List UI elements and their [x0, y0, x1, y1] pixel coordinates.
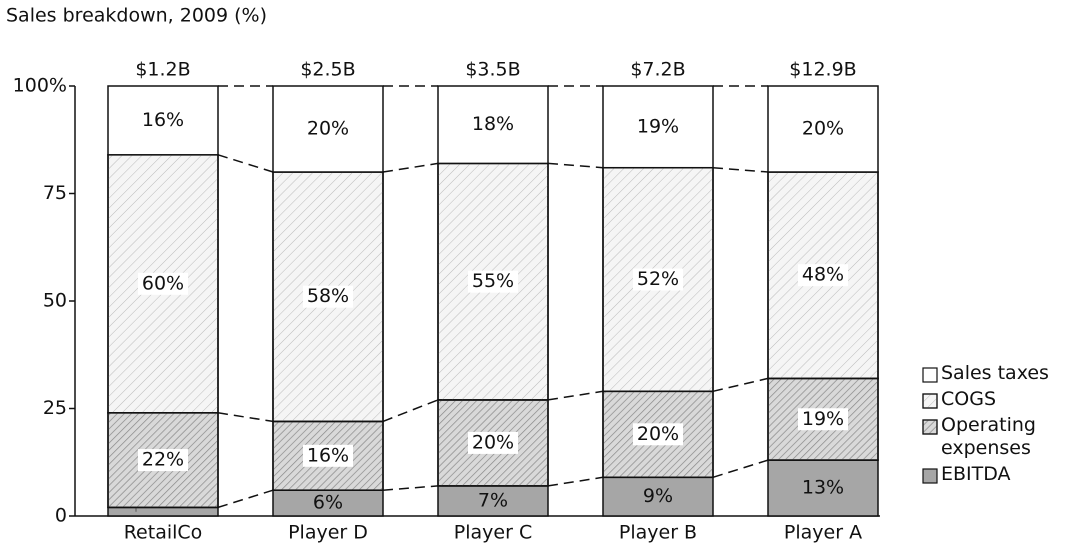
x-tick-label: Player D: [288, 522, 368, 544]
total-label: $7.2B: [630, 59, 685, 81]
legend-label: Sales taxes: [941, 362, 1049, 384]
y-tick-label: 100%: [13, 75, 67, 97]
data-label: 9%: [643, 485, 673, 507]
data-label: 16%: [142, 109, 184, 131]
label-bg: [138, 272, 188, 295]
legend-swatch: [922, 367, 938, 383]
bar-segment: [602, 85, 714, 169]
connector: [382, 162, 439, 173]
segment: [767, 459, 879, 517]
connector: [382, 485, 439, 491]
bar-segment: [272, 85, 384, 173]
data-label: 13%: [802, 477, 844, 499]
legend-label: EBITDA: [941, 463, 1011, 485]
connector: [382, 399, 439, 423]
x-tick-label: Player A: [784, 522, 862, 544]
bar-segment: [107, 85, 219, 156]
connector: [217, 412, 274, 423]
connector: [712, 459, 769, 479]
connector: [547, 476, 604, 487]
segment: [272, 85, 384, 173]
legend-item: COGS: [922, 388, 1072, 411]
label-bg: [468, 270, 518, 293]
data-label: 48%: [802, 264, 844, 286]
label-bg: [468, 431, 518, 454]
data-label: 55%: [472, 270, 514, 292]
segment: [272, 489, 384, 517]
segment: [437, 85, 549, 165]
connector: [547, 390, 604, 401]
label-bg: [798, 408, 848, 431]
connector: [547, 162, 604, 169]
connector: [712, 377, 769, 393]
data-label: 19%: [637, 115, 679, 137]
data-label: 60%: [142, 272, 184, 294]
data-label: 20%: [637, 423, 679, 445]
data-label: 6%: [313, 492, 343, 514]
segment: [437, 485, 549, 517]
legend-swatch: [922, 393, 938, 409]
data-label: 20%: [307, 118, 349, 140]
segment: [107, 506, 219, 517]
data-label: 58%: [307, 285, 349, 307]
data-label: 20%: [472, 431, 514, 453]
total-label: $3.5B: [465, 59, 520, 81]
segment: [107, 85, 219, 156]
data-label: 7%: [478, 489, 508, 511]
x-tick-label: Player B: [619, 522, 697, 544]
bar-segment: [437, 85, 549, 165]
total-label: $2.5B: [300, 59, 355, 81]
connector: [217, 154, 274, 173]
data-label: 16%: [307, 444, 349, 466]
bar-segment: [272, 489, 384, 517]
y-tick-label: 25: [43, 397, 67, 419]
label-bg: [633, 268, 683, 291]
chart-title: Sales breakdown, 2009 (%): [6, 5, 267, 27]
legend-label: Operating expenses: [941, 414, 1036, 459]
segment: [602, 476, 714, 517]
connector: [712, 166, 769, 173]
legend-item: Operating expenses: [922, 414, 1072, 460]
y-tick-label: 75: [43, 182, 67, 204]
legend-swatch: [922, 468, 938, 484]
label-bg: [633, 423, 683, 446]
data-label: 52%: [637, 268, 679, 290]
legend: Sales taxes COGS Operating expenses EBITDA: [922, 362, 1072, 489]
bar-segment: [602, 476, 714, 517]
legend-swatch: [922, 419, 938, 435]
y-tick-label: 0: [55, 505, 67, 527]
segment: [602, 85, 714, 169]
x-tick-label: RetailCo: [124, 522, 203, 544]
connector: [217, 489, 274, 509]
bar-segment: [767, 459, 879, 517]
data-label: 19%: [802, 408, 844, 430]
bar-segment: [767, 85, 879, 173]
label-bg: [303, 444, 353, 467]
data-label: 22%: [142, 449, 184, 471]
label-bg: [798, 264, 848, 287]
legend-item: EBITDA: [922, 463, 1072, 486]
label-bg: [138, 449, 188, 472]
total-label: $12.9B: [789, 59, 856, 81]
bar-segment: [437, 485, 549, 517]
label-bg: [303, 285, 353, 308]
bar-segment: [107, 506, 219, 517]
legend-item: Sales taxes: [922, 362, 1072, 385]
segment: [602, 166, 714, 393]
data-label: 18%: [472, 113, 514, 135]
legend-label: COGS: [941, 388, 997, 410]
total-label: $1.2B: [135, 59, 190, 81]
x-tick-label: Player C: [454, 522, 532, 544]
segment: [767, 85, 879, 173]
data-label: 20%: [802, 118, 844, 140]
y-tick-label: 50: [43, 290, 67, 312]
